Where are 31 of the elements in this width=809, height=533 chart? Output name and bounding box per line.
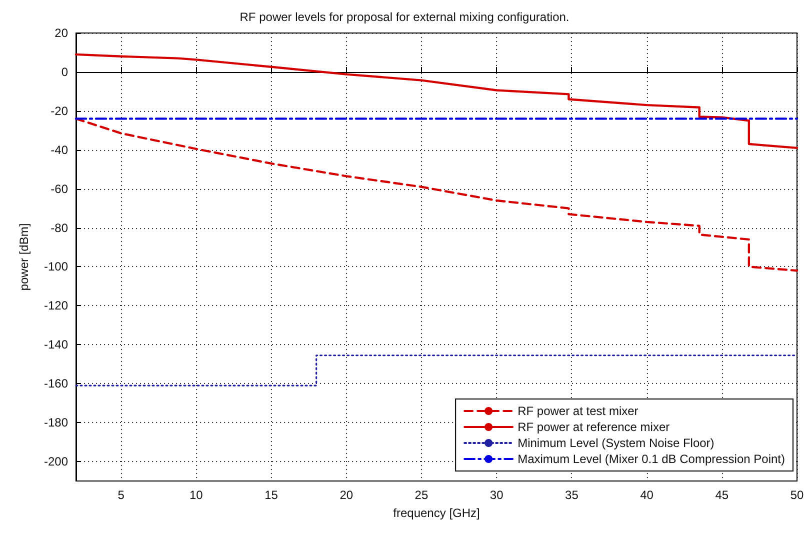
y-axis-title: power [dBm] bbox=[17, 223, 31, 291]
y-tick-label: -60 bbox=[50, 182, 68, 196]
x-tick-label: 15 bbox=[264, 488, 278, 502]
line-series bbox=[74, 118, 798, 272]
x-tick-label: 45 bbox=[715, 488, 729, 502]
x-tick-label: 50 bbox=[790, 488, 804, 502]
x-tick-label: 40 bbox=[640, 488, 654, 502]
y-tick-label: 0 bbox=[61, 64, 68, 79]
y-tick-label: -120 bbox=[44, 298, 68, 313]
legend-label: RF power at test mixer bbox=[518, 404, 638, 418]
x-axis-title: frequency [GHz] bbox=[393, 506, 480, 520]
chart-title: RF power levels for proposal for external mixing configuration. bbox=[240, 10, 570, 24]
x-tick-label: 10 bbox=[189, 488, 204, 502]
line-series bbox=[74, 53, 798, 150]
x-tick-label: 5 bbox=[118, 488, 125, 502]
legend-label: Maximum Level (Mixer 0.1 dB Compression Point) bbox=[518, 452, 786, 466]
y-tick-label: -40 bbox=[50, 142, 68, 157]
x-tick-label: 20 bbox=[340, 488, 354, 502]
y-tick-label: -80 bbox=[50, 220, 68, 235]
y-tick-label: 20 bbox=[54, 26, 68, 40]
legend-label: RF power at reference mixer bbox=[518, 420, 670, 434]
x-tick-label: 30 bbox=[490, 488, 504, 502]
y-tick-label: -140 bbox=[44, 338, 68, 352]
legend-label: Minimum Level (System Noise Floor) bbox=[518, 436, 714, 450]
y-tick-label: -180 bbox=[44, 416, 68, 430]
y-tick-label: -100 bbox=[44, 260, 68, 274]
y-tick-label: -200 bbox=[44, 454, 68, 469]
y-tick-label: -20 bbox=[50, 104, 68, 118]
x-tick-label: 35 bbox=[565, 488, 579, 502]
x-tick-label: 25 bbox=[414, 488, 428, 502]
y-tick-label: -160 bbox=[44, 376, 68, 391]
